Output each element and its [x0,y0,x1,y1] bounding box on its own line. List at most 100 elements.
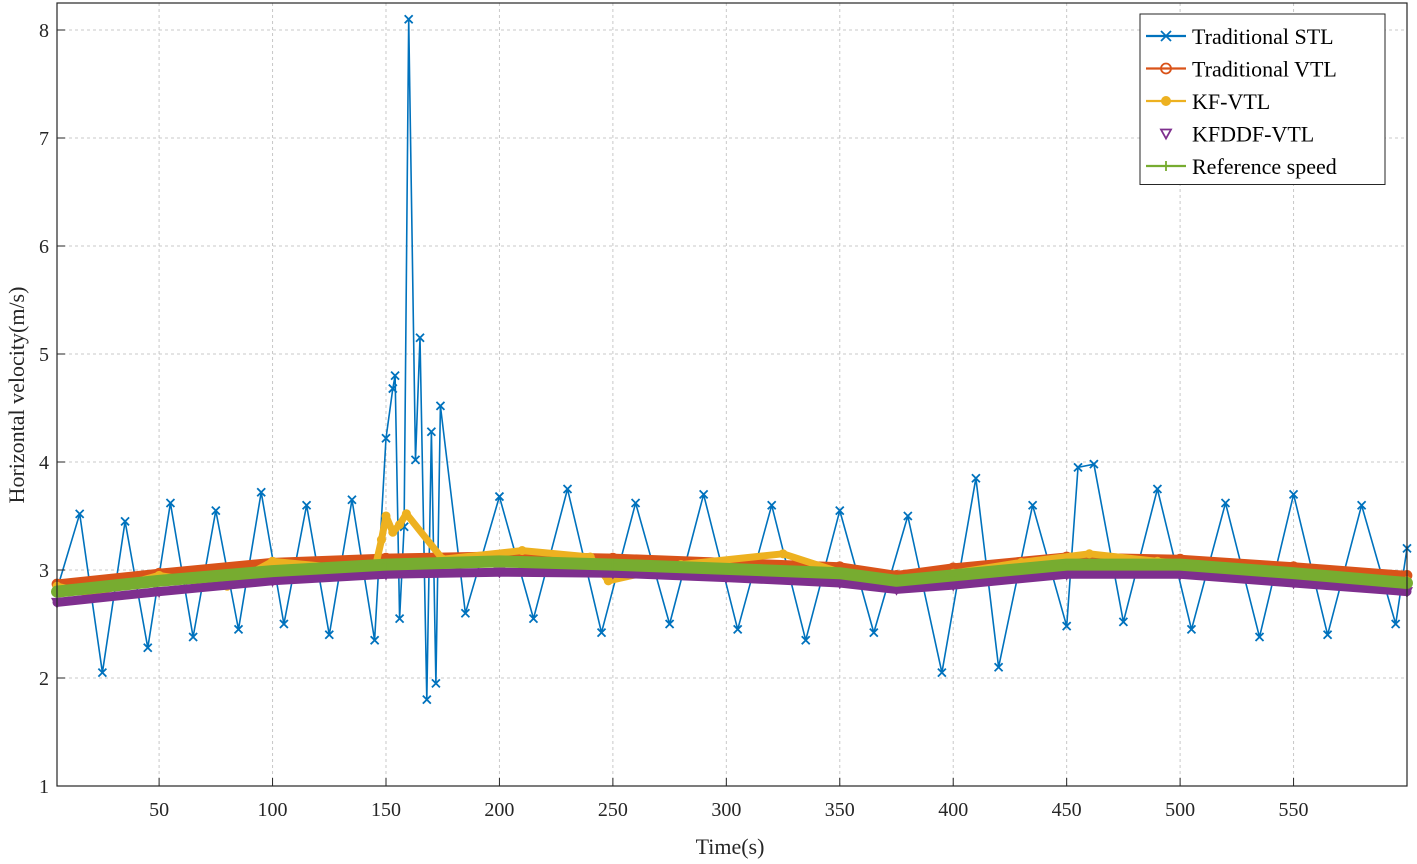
y-axis-label: Horizontal velocity(m/s) [4,287,29,504]
x-tick-label: 500 [1165,799,1195,821]
data-point [435,401,446,411]
data-point [801,635,811,645]
data-point [154,576,164,586]
y-tick-label: 7 [39,128,49,150]
legend-marker [1161,96,1171,106]
y-tick-label: 8 [39,20,49,42]
data-point [833,578,846,590]
x-tick-label: 400 [938,799,968,821]
data-point [376,535,387,545]
data-point [211,505,221,516]
data-point [948,570,958,580]
data-point [1254,632,1265,642]
data-point [630,498,641,508]
data-point [1118,617,1129,627]
data-point [608,560,618,570]
x-tick-label: 450 [1052,799,1082,821]
data-point [426,427,437,437]
data-point [869,628,879,638]
data-point [835,505,845,516]
data-point [379,569,393,581]
data-point [395,520,405,530]
x-tick-label: 550 [1279,799,1309,821]
data-point [1288,489,1299,500]
x-tick-label: 50 [149,799,169,821]
data-point [381,433,391,443]
data-point [778,549,788,559]
data-point [394,613,405,624]
legend-label: KF-VTL [1192,89,1270,114]
y-tick-label: 6 [39,236,49,258]
y-tick-label: 1 [39,776,49,798]
data-point [1174,569,1187,581]
x-tick-label: 250 [598,799,628,821]
data-point [1391,619,1401,629]
data-point [1027,500,1038,510]
data-point [347,495,357,505]
data-point [971,473,981,483]
data-point [301,500,312,510]
data-point [603,576,613,586]
data-point [267,556,278,566]
data-point [460,608,471,618]
data-point [143,643,153,653]
data-point [664,619,675,629]
x-tick-label: 200 [484,799,514,821]
series-kfddf-vtl [50,567,1414,609]
data-point [233,624,244,635]
data-point [1322,630,1333,640]
legend-label: Traditional VTL [1192,57,1337,82]
series-line [51,555,1413,598]
y-tick-label: 2 [39,668,49,690]
data-point [528,613,539,624]
data-point [1287,578,1300,590]
data-point [733,624,743,635]
data-point [388,527,398,537]
data-point [1175,560,1185,570]
data-point [699,489,709,500]
data-point [1073,462,1083,473]
data-point [153,587,166,598]
data-point [1289,568,1299,578]
legend-label: Traditional STL [1192,24,1334,49]
data-point [381,560,391,570]
data-point [891,576,901,586]
legend-item: KF-VTL [1146,89,1270,114]
data-point [401,509,411,519]
data-point [188,632,198,642]
data-point [1084,549,1094,559]
data-point [1356,500,1367,510]
legend-marker [1161,161,1171,171]
data-point [415,333,425,343]
data-point [1062,621,1072,631]
data-point [993,662,1004,672]
data-point [165,498,176,508]
data-point [279,619,289,629]
x-axis-label: Time(s) [696,834,765,859]
x-tick-label: 350 [825,799,855,821]
data-point [1152,484,1163,494]
y-axis: 1 2 3 4 5 6 7 8 [39,20,65,798]
legend-item: Traditional STL [1146,24,1334,49]
x-axis: 50 100 150 200 250 300 350 400 450 500 550 [149,778,1309,821]
data-point [404,14,414,24]
legend-marker [1160,62,1172,75]
data-point [494,556,504,566]
data-point [75,509,85,519]
data-point [494,491,505,502]
data-point [721,564,731,574]
data-point [835,568,845,578]
plot-frame [56,2,1408,787]
data-point [1186,624,1197,635]
x-tick-label: 100 [258,799,288,821]
data-point [596,628,607,638]
legend-marker [1159,128,1173,141]
data-point [1062,560,1072,570]
data-point [903,511,913,521]
legend-marker [1160,30,1172,42]
y-tick-label: 3 [39,560,49,582]
data-point [410,455,421,465]
data-point [562,484,573,494]
x-tick-label: 150 [371,799,401,821]
